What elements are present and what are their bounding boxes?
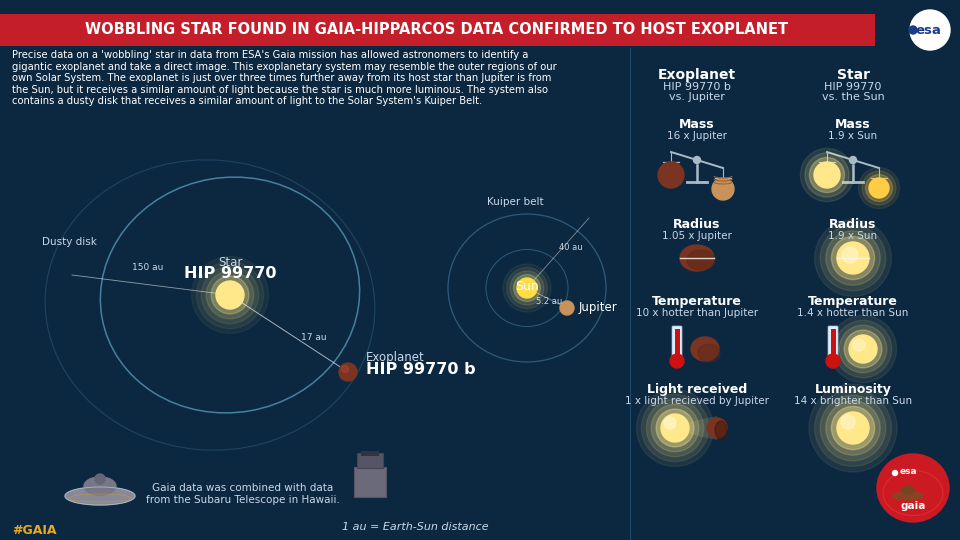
Text: Star: Star bbox=[218, 256, 242, 269]
Circle shape bbox=[656, 409, 694, 447]
Text: 1.9 x Sun: 1.9 x Sun bbox=[828, 131, 877, 141]
Ellipse shape bbox=[893, 492, 923, 500]
Text: Radius: Radius bbox=[673, 218, 721, 231]
Circle shape bbox=[712, 178, 734, 200]
Text: #GAIA: #GAIA bbox=[12, 523, 57, 537]
Text: 1 au = Earth-Sun distance: 1 au = Earth-Sun distance bbox=[342, 522, 489, 532]
Circle shape bbox=[342, 366, 348, 373]
Text: HIP 99770: HIP 99770 bbox=[825, 82, 881, 92]
Text: 150 au: 150 au bbox=[132, 264, 164, 273]
Text: WOBBLING STAR FOUND IN GAIA-HIPPARCOS DATA CONFIRMED TO HOST EXOPLANET: WOBBLING STAR FOUND IN GAIA-HIPPARCOS DA… bbox=[85, 23, 788, 37]
Ellipse shape bbox=[902, 486, 914, 494]
Circle shape bbox=[837, 242, 869, 274]
Ellipse shape bbox=[698, 344, 720, 362]
Ellipse shape bbox=[84, 477, 116, 495]
Text: Star: Star bbox=[836, 68, 870, 82]
Text: 17 au: 17 au bbox=[301, 333, 326, 342]
Circle shape bbox=[95, 474, 105, 484]
Text: esa: esa bbox=[900, 467, 917, 476]
Text: 14 x brighter than Sun: 14 x brighter than Sun bbox=[794, 396, 912, 406]
FancyBboxPatch shape bbox=[354, 467, 386, 497]
Text: Mass: Mass bbox=[679, 118, 715, 131]
Circle shape bbox=[809, 384, 897, 472]
Text: gaia: gaia bbox=[900, 501, 925, 511]
Circle shape bbox=[842, 247, 858, 263]
FancyBboxPatch shape bbox=[828, 326, 838, 360]
Circle shape bbox=[211, 276, 249, 314]
Circle shape bbox=[829, 315, 897, 383]
Text: Temperature: Temperature bbox=[652, 295, 742, 308]
Circle shape bbox=[909, 26, 917, 34]
Text: Dusty disk: Dusty disk bbox=[42, 237, 97, 247]
Ellipse shape bbox=[691, 337, 719, 361]
Circle shape bbox=[850, 157, 856, 164]
Ellipse shape bbox=[715, 421, 727, 439]
Circle shape bbox=[826, 401, 880, 455]
Text: Temperature: Temperature bbox=[808, 295, 898, 308]
Circle shape bbox=[831, 237, 875, 280]
Circle shape bbox=[670, 354, 684, 368]
Circle shape bbox=[837, 412, 869, 444]
Circle shape bbox=[853, 339, 865, 351]
Text: vs. Jupiter: vs. Jupiter bbox=[669, 92, 725, 102]
Text: Exoplanet: Exoplanet bbox=[366, 352, 424, 365]
Text: 1.05 x Jupiter: 1.05 x Jupiter bbox=[662, 231, 732, 241]
FancyBboxPatch shape bbox=[361, 451, 379, 456]
Text: Kuiper belt: Kuiper belt bbox=[487, 197, 543, 207]
Circle shape bbox=[197, 261, 264, 329]
Circle shape bbox=[831, 407, 875, 450]
Circle shape bbox=[693, 157, 701, 164]
Text: vs. the Sun: vs. the Sun bbox=[822, 92, 884, 102]
Circle shape bbox=[560, 301, 574, 315]
Ellipse shape bbox=[65, 487, 135, 505]
Text: Precise data on a 'wobbling' star in data from ESA's Gaia mission has allowed as: Precise data on a 'wobbling' star in dat… bbox=[12, 50, 557, 106]
Circle shape bbox=[893, 470, 898, 476]
Circle shape bbox=[858, 167, 900, 208]
Text: 16 x Jupiter: 16 x Jupiter bbox=[667, 131, 727, 141]
FancyBboxPatch shape bbox=[675, 329, 680, 357]
Circle shape bbox=[809, 158, 845, 193]
FancyBboxPatch shape bbox=[0, 0, 960, 14]
Text: 1.9 x Sun: 1.9 x Sun bbox=[828, 231, 877, 241]
Circle shape bbox=[820, 225, 886, 291]
Circle shape bbox=[658, 162, 684, 188]
Circle shape bbox=[844, 330, 882, 368]
Text: Jupiter: Jupiter bbox=[579, 300, 617, 314]
Circle shape bbox=[661, 414, 689, 442]
Circle shape bbox=[841, 415, 855, 429]
FancyBboxPatch shape bbox=[357, 453, 383, 468]
Circle shape bbox=[339, 363, 357, 381]
Text: Luminosity: Luminosity bbox=[815, 383, 892, 396]
Circle shape bbox=[839, 325, 887, 373]
Circle shape bbox=[707, 418, 727, 438]
Text: Light received: Light received bbox=[647, 383, 747, 396]
Circle shape bbox=[514, 274, 540, 301]
Circle shape bbox=[507, 267, 547, 308]
Circle shape bbox=[862, 171, 896, 205]
FancyBboxPatch shape bbox=[830, 329, 835, 357]
Circle shape bbox=[869, 178, 889, 198]
Text: Exoplanet: Exoplanet bbox=[658, 68, 736, 82]
Text: esa: esa bbox=[915, 24, 941, 37]
Circle shape bbox=[849, 335, 877, 363]
Circle shape bbox=[814, 162, 840, 188]
Circle shape bbox=[820, 395, 886, 461]
Circle shape bbox=[641, 394, 708, 462]
Ellipse shape bbox=[680, 245, 714, 271]
Circle shape bbox=[636, 389, 713, 467]
Ellipse shape bbox=[687, 250, 715, 270]
Ellipse shape bbox=[877, 454, 949, 522]
Circle shape bbox=[646, 399, 704, 457]
Circle shape bbox=[815, 220, 892, 296]
Circle shape bbox=[206, 271, 253, 319]
Circle shape bbox=[910, 10, 950, 50]
Text: 40 au: 40 au bbox=[559, 242, 583, 252]
Circle shape bbox=[804, 153, 849, 197]
Text: HIP 99770 b: HIP 99770 b bbox=[663, 82, 731, 92]
Text: Radius: Radius bbox=[829, 218, 876, 231]
Text: Sun: Sun bbox=[516, 280, 539, 294]
Circle shape bbox=[503, 264, 551, 312]
Text: Mass: Mass bbox=[835, 118, 871, 131]
Circle shape bbox=[664, 417, 676, 429]
